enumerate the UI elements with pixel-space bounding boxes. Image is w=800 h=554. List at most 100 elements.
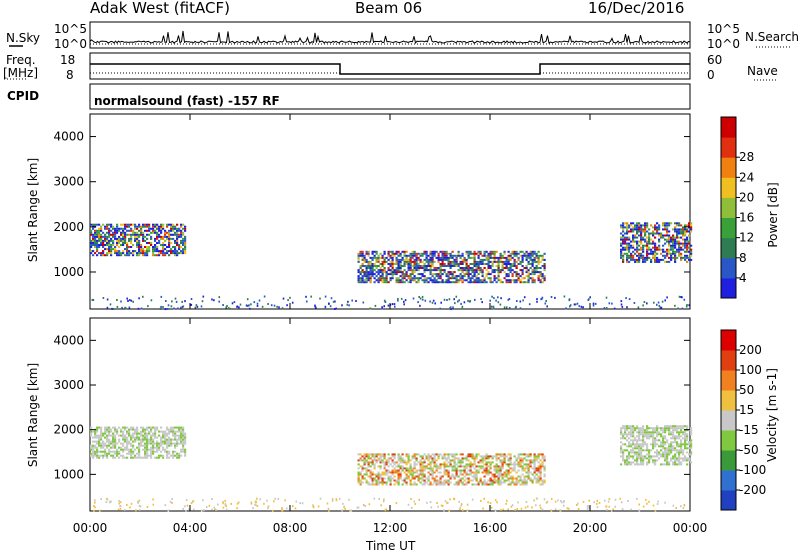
velocity-ground-scatter xyxy=(256,505,259,507)
velocity-echo-cell xyxy=(475,479,478,482)
power-echo-cell xyxy=(489,267,492,269)
velocity-ground-scatter xyxy=(588,499,591,502)
power-echo-cell xyxy=(531,277,534,280)
velocity-echo-cell xyxy=(499,453,502,456)
power-echo-cell xyxy=(489,279,492,282)
power-echo-cell xyxy=(150,237,153,240)
velocity-echo-cell xyxy=(439,463,442,466)
velocity-echo-cell xyxy=(365,469,368,472)
power-echo-cell xyxy=(658,260,661,263)
power-echo-cell xyxy=(433,277,436,280)
velocity-echo-cell xyxy=(429,455,432,458)
velocity-echo-cell xyxy=(507,477,510,480)
velocity-ground-scatter xyxy=(489,502,492,505)
power-echo-cell xyxy=(154,244,157,246)
power-echo-cell xyxy=(650,252,653,255)
power-echo-cell xyxy=(461,252,464,255)
power-echo-cell xyxy=(361,256,364,259)
velocity-echo-cell xyxy=(389,471,392,474)
power-echo-cell xyxy=(495,277,498,280)
velocity-echo-cell xyxy=(535,477,538,480)
velocity-echo-cell xyxy=(680,445,683,448)
velocity-echo-cell xyxy=(148,448,151,451)
power-echo-cell xyxy=(648,236,651,239)
velocity-echo-cell xyxy=(114,434,117,437)
power-echo-cell xyxy=(136,233,139,236)
power-echo-cell xyxy=(455,263,458,265)
power-echo-cell xyxy=(126,244,129,246)
velocity-echo-cell xyxy=(150,428,153,431)
velocity-echo-cell xyxy=(477,471,480,474)
velocity-echo-cell xyxy=(112,444,115,447)
freq-tick-bottom: 8 xyxy=(66,68,74,82)
power-echo-cell xyxy=(646,244,649,247)
power-echo-cell xyxy=(640,224,643,227)
velocity-echo-cell xyxy=(128,430,131,433)
velocity-echo-cell xyxy=(146,442,149,445)
power-echo-cell xyxy=(136,242,139,244)
velocity-ground-scatter xyxy=(559,509,561,512)
power-echo-cell xyxy=(122,250,125,253)
power-echo-cell xyxy=(441,254,444,257)
power-ground-scatter xyxy=(130,299,133,302)
power-echo-cell xyxy=(385,260,388,263)
power-echo-cell xyxy=(108,235,111,238)
velocity-echo-cell xyxy=(666,459,669,462)
velocity-echo-cell xyxy=(471,465,474,468)
velocity-echo-cell xyxy=(166,434,169,437)
power-echo-cell xyxy=(525,254,528,257)
power-echo-cell xyxy=(138,250,141,253)
power-echo-cell xyxy=(433,273,436,276)
velocity-echo-cell xyxy=(415,469,418,472)
power-echo-cell xyxy=(361,269,364,272)
velocity-echo-cell xyxy=(529,455,532,458)
velocity-echo-cell xyxy=(359,471,362,474)
velocity-echo-cell xyxy=(672,463,675,466)
velocity-echo-cell xyxy=(385,471,388,474)
velocity-colorbar-segment xyxy=(721,490,736,511)
velocity-echo-cell xyxy=(529,477,532,480)
velocity-echo-cell xyxy=(628,433,631,436)
velocity-echo-cell xyxy=(509,463,512,466)
velocity-echo-cell xyxy=(537,481,540,484)
velocity-echo-cell xyxy=(630,439,633,442)
power-echo-cell xyxy=(531,265,534,267)
power-echo-cell xyxy=(401,258,404,261)
velocity-echo-cell xyxy=(431,469,434,472)
velocity-echo-cell xyxy=(413,461,416,464)
velocity-ground-scatter xyxy=(664,501,666,504)
power-echo-cell xyxy=(495,281,498,284)
power-echo-cell xyxy=(405,279,408,282)
power-echo-cell xyxy=(162,225,165,228)
power-echo-cell xyxy=(104,235,107,238)
velocity-echo-cell xyxy=(497,457,500,460)
velocity-echo-cell xyxy=(369,483,372,486)
power-echo-cell xyxy=(509,258,512,261)
power-echo-cell xyxy=(164,252,167,255)
power-echo-cell xyxy=(447,258,450,261)
power-echo-cell xyxy=(666,230,669,233)
power-echo-cell xyxy=(423,275,426,278)
velocity-echo-cell xyxy=(682,437,685,440)
power-echo-cell xyxy=(503,271,506,274)
velocity-echo-cell xyxy=(178,454,181,457)
velocity-echo-cell xyxy=(630,433,633,436)
power-echo-cell xyxy=(435,281,438,284)
power-echo-cell xyxy=(640,242,643,245)
power-echo-cell xyxy=(499,260,502,263)
velocity-echo-cell xyxy=(162,446,165,449)
power-echo-cell xyxy=(150,244,153,246)
power-echo-cell xyxy=(688,222,691,225)
velocity-echo-cell xyxy=(371,479,374,482)
velocity-echo-cell xyxy=(676,435,679,438)
power-echo-cell xyxy=(395,273,398,276)
power-echo-cell xyxy=(431,256,434,259)
power-echo-cell xyxy=(108,233,111,236)
velocity-echo-cell xyxy=(658,433,661,436)
power-colorbar-tick-label: 16 xyxy=(739,211,754,225)
power-ground-scatter xyxy=(681,307,684,310)
power-echo-cell xyxy=(128,229,131,232)
velocity-ground-scatter xyxy=(208,504,211,507)
velocity-echo-cell xyxy=(491,481,494,484)
power-echo-cell xyxy=(515,260,518,263)
